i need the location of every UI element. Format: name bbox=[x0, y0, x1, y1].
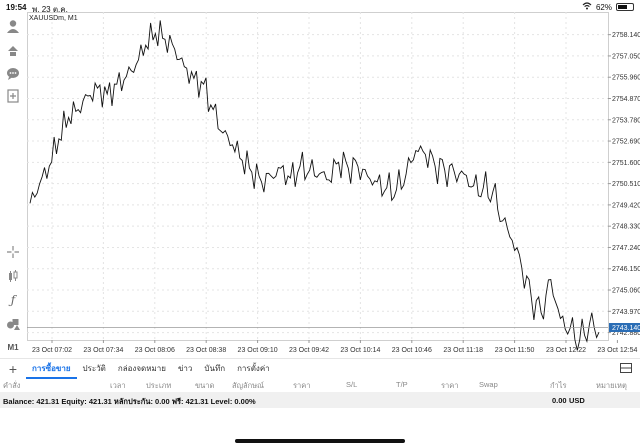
price-line bbox=[29, 20, 600, 351]
y-tick-label: 2742.880 bbox=[612, 330, 640, 337]
tab-news[interactable]: ข่าว bbox=[177, 363, 193, 373]
y-tick-label: 2757.050 bbox=[612, 53, 640, 60]
candles-icon[interactable] bbox=[3, 266, 23, 286]
current-price-label: 2743.140 bbox=[612, 325, 640, 332]
x-tick-label: 23 Oct 09:42 bbox=[289, 347, 329, 354]
y-tick-label: 2755.960 bbox=[612, 75, 640, 82]
current-price-tag bbox=[609, 323, 640, 333]
tab-history[interactable]: ประวัติ bbox=[82, 363, 106, 373]
tab-journal[interactable]: บันทึก bbox=[204, 363, 226, 373]
status-date: พ. 23 ต.ค. bbox=[32, 5, 68, 14]
y-tick-label: 2751.600 bbox=[612, 160, 640, 167]
col-volume: ขนาด bbox=[195, 381, 215, 390]
wifi-icon bbox=[582, 2, 592, 12]
y-tick-label: 2749.420 bbox=[612, 202, 640, 209]
objects-icon[interactable] bbox=[3, 314, 23, 334]
x-tick-label: 23 Oct 08:38 bbox=[186, 347, 226, 354]
col-swap: Swap bbox=[479, 380, 498, 389]
balance-summary: Balance: 421.31 Equity: 421.31 หลักประกั… bbox=[3, 397, 256, 406]
price-chart[interactable]: 2758.140 2757.050 2755.960 2754.870 2753.780… bbox=[27, 12, 640, 358]
add-button[interactable]: + bbox=[8, 360, 18, 377]
expand-panel-icon[interactable] bbox=[620, 363, 632, 376]
total-profit: 0.00 bbox=[552, 396, 567, 405]
trade-icon[interactable] bbox=[3, 40, 23, 60]
battery-icon bbox=[616, 3, 634, 11]
x-tick-label: 23 Oct 12:54 bbox=[597, 347, 637, 354]
x-tick-label: 23 Oct 09:10 bbox=[238, 347, 278, 354]
col-current-price: ราคา bbox=[441, 381, 459, 390]
y-tick-label: 2752.690 bbox=[612, 139, 640, 146]
col-comment: หมายเหตุ bbox=[596, 381, 627, 390]
battery-level bbox=[618, 5, 627, 9]
period-button[interactable]: M1 bbox=[7, 342, 19, 352]
trade-columns-header: คำสั่ง เวลา ประเภท ขนาด สัญลักษณ์ ราคา S… bbox=[0, 378, 640, 392]
y-tick-label: 2743.970 bbox=[612, 309, 640, 316]
tab-trade[interactable]: การซื้อขาย bbox=[26, 359, 77, 379]
col-sl: S/L bbox=[346, 380, 358, 389]
col-tp: T/P bbox=[396, 380, 408, 389]
x-tick-label: 23 Oct 07:34 bbox=[83, 347, 123, 354]
col-profit: กำไร bbox=[550, 381, 567, 390]
col-price: ราคา bbox=[293, 381, 311, 390]
home-indicator bbox=[235, 439, 405, 443]
toolbox-tabs: + การซื้อขาย ประวัติ กล่องจดหมาย ข่าว บั… bbox=[0, 358, 640, 379]
balance-row: Balance: 421.31 Equity: 421.31 หลักประกั… bbox=[0, 392, 640, 408]
battery-percent: 62% bbox=[595, 2, 612, 12]
chart-symbol-label: XAUUSDm, M1 bbox=[29, 15, 78, 22]
plot-frame bbox=[27, 12, 609, 341]
tab-settings[interactable]: การตั้งค่า bbox=[237, 363, 270, 373]
crosshair-icon[interactable] bbox=[3, 242, 23, 262]
col-symbol: สัญลักษณ์ bbox=[232, 381, 265, 390]
chart-canvas[interactable]: 2758.140 2757.050 2755.960 2754.870 2753.780… bbox=[27, 12, 640, 358]
x-tick-label: 23 Oct 10:46 bbox=[392, 347, 432, 354]
chat-icon[interactable] bbox=[3, 64, 23, 84]
y-tick-label: 2748.330 bbox=[612, 224, 640, 231]
x-tick-label: 23 Oct 08:06 bbox=[135, 347, 175, 354]
y-tick-label: 2754.870 bbox=[612, 96, 640, 103]
left-toolbar: ƒ M1 bbox=[0, 12, 27, 357]
y-tick-label: 2753.780 bbox=[612, 117, 640, 124]
col-type: ประเภท bbox=[146, 381, 172, 390]
account-icon[interactable] bbox=[3, 16, 23, 36]
currency-label: USD bbox=[569, 396, 585, 405]
new-order-icon[interactable] bbox=[3, 86, 23, 106]
status-time: 19:54 bbox=[6, 3, 27, 12]
y-tick-label: 2758.140 bbox=[612, 32, 640, 39]
y-tick-label: 2746.150 bbox=[612, 266, 640, 273]
x-tick-label: 23 Oct 12:22 bbox=[546, 347, 586, 354]
x-tick-label: 23 Oct 11:50 bbox=[495, 347, 535, 354]
col-time: เวลา bbox=[110, 381, 126, 390]
indicator-icon[interactable]: ƒ bbox=[3, 290, 23, 310]
x-tick-label: 23 Oct 10:14 bbox=[340, 347, 380, 354]
y-tick-label: 2750.510 bbox=[612, 181, 640, 188]
x-tick-label: 23 Oct 11:18 bbox=[443, 347, 483, 354]
status-right: 62% bbox=[582, 2, 634, 12]
indicator-f-glyph: ƒ bbox=[10, 293, 16, 307]
col-order: คำสั่ง bbox=[3, 381, 21, 390]
status-bar: 19:54 พ. 23 ต.ค. 62% bbox=[0, 0, 640, 14]
x-tick-label: 23 Oct 07:02 bbox=[32, 347, 72, 354]
y-tick-label: 2745.060 bbox=[612, 288, 640, 295]
y-tick-label: 2747.240 bbox=[612, 245, 640, 252]
tab-mailbox[interactable]: กล่องจดหมาย bbox=[117, 363, 166, 373]
